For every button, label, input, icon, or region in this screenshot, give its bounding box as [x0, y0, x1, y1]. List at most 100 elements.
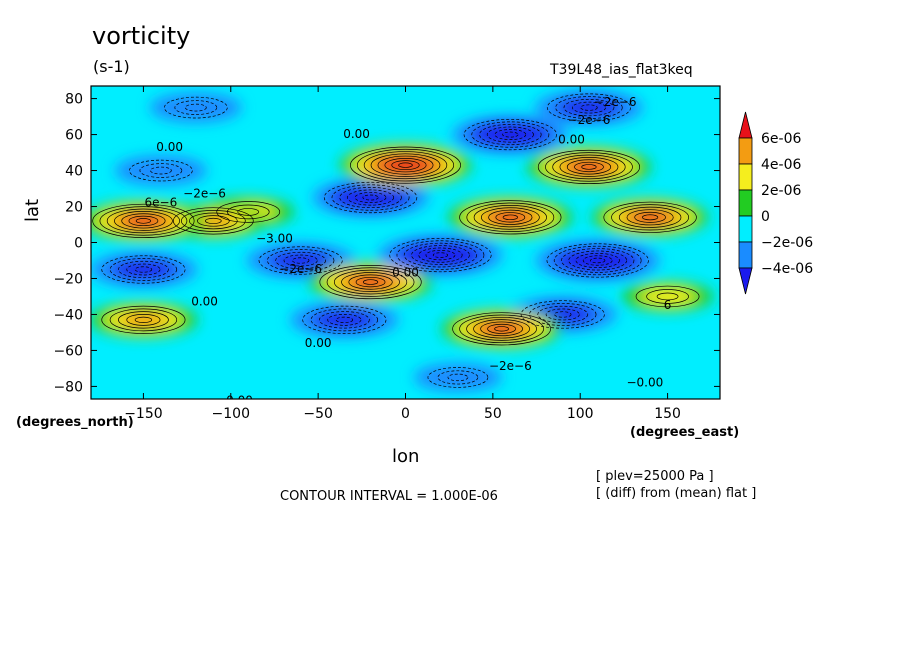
contour-line [101, 305, 186, 334]
contour-line [611, 204, 690, 231]
field-feature [555, 96, 623, 119]
contour-line [571, 101, 606, 114]
contour-line [266, 249, 335, 272]
contour-line [463, 118, 557, 151]
contour-line [495, 212, 526, 223]
contour-line [563, 98, 615, 117]
contour-line [546, 93, 631, 122]
y-axis-label: lat [22, 198, 43, 222]
contour-line [237, 208, 260, 216]
contour-line [339, 187, 402, 209]
contour-line [139, 163, 183, 178]
contour-labels: 0.00 0.00 0.00 −2e−6 6e−6 −3.00 −2e−6 0.00 0.00 0… [145, 95, 672, 407]
x-tick-label: 50 [484, 406, 502, 422]
contour-label: −2e−6 [594, 95, 637, 109]
contour-line [520, 300, 605, 329]
field-feature [149, 92, 242, 123]
field-feature [629, 210, 671, 224]
contour-line [180, 209, 246, 232]
contour-line [546, 243, 649, 278]
contour-line [487, 323, 516, 334]
contour-line [350, 146, 461, 184]
colorbar-segment [738, 241, 753, 269]
contour-label: 0.00 [191, 294, 218, 308]
y-tick-label: −40 [53, 307, 83, 323]
contour-line [258, 246, 343, 275]
contour-line [473, 319, 530, 339]
contour-line [106, 208, 181, 234]
contour-line [494, 129, 527, 141]
contour-line [341, 272, 400, 292]
contour-line [494, 326, 509, 332]
contour-line [403, 242, 478, 268]
contour-line [398, 162, 413, 168]
contour-line [553, 245, 642, 276]
contour-line [635, 285, 700, 308]
contour-line [646, 289, 689, 304]
contour-line [582, 255, 613, 266]
contour-line [502, 214, 518, 221]
contour-line [196, 215, 230, 227]
contour-line [545, 152, 633, 182]
contour-line [555, 96, 623, 119]
contour-line [479, 124, 542, 146]
contour-line [188, 212, 238, 230]
contour-label: 0.00 [392, 266, 419, 280]
contour-line [114, 211, 173, 231]
contour-line [488, 209, 533, 225]
field-feature [344, 189, 397, 206]
contour-line [537, 149, 641, 185]
contour-line [377, 155, 434, 175]
contour-line [559, 157, 619, 177]
field-feature [484, 126, 537, 143]
field-feature [412, 246, 469, 265]
contour-line [291, 257, 310, 264]
contour-line [642, 214, 659, 221]
contour-line [163, 96, 228, 119]
contour-line [355, 276, 386, 288]
annotation-diff: [ (diff) from (mean) flat ] [596, 486, 757, 501]
contour-line [302, 305, 387, 334]
contour-line [150, 166, 172, 175]
x-tick-label: −100 [212, 406, 250, 422]
contour-line [327, 314, 362, 326]
contour-line [118, 260, 169, 279]
contour-line [118, 311, 169, 329]
colorbar-segment [738, 163, 753, 191]
contour-line [109, 258, 178, 281]
contour-line [362, 194, 379, 201]
axes: −150 −100 −50 0 50 100 150 −80 −60 −40 −20 0 20 40 60 8… [53, 86, 720, 422]
contour-line [452, 312, 551, 346]
contour-label: 0.00 [558, 133, 585, 147]
colorbar-label: 6e-06 [761, 131, 801, 147]
contour-line [580, 104, 598, 111]
contour-label: −0.00 [626, 375, 663, 389]
contour-label: −2e−6 [279, 262, 322, 276]
contour-line [473, 205, 547, 230]
colorbar: 6e-06 4e-06 2e-06 0 −2e-06 −4e-06 [738, 111, 813, 295]
colorbar-segment [738, 137, 753, 165]
contour-line [109, 308, 178, 332]
contour-interval: CONTOUR INTERVAL = 1.000E-06 [280, 489, 498, 504]
contour-line [447, 373, 469, 382]
contour-field [91, 86, 720, 399]
contour-line [134, 316, 153, 323]
contour-line [335, 316, 354, 323]
contour-label: 0.00 [226, 393, 253, 407]
contour-label: 6e−6 [145, 196, 178, 210]
contour-line [537, 305, 589, 324]
contour-line [561, 248, 635, 273]
field-feature [114, 155, 207, 186]
contour-line [354, 192, 387, 203]
contour-label: −2e−6 [489, 359, 532, 373]
contour-line [126, 263, 161, 276]
contour-lines [92, 93, 700, 388]
contour-line [331, 184, 410, 211]
contour-line [502, 131, 519, 138]
y-unit-note: (degrees_north) [16, 415, 134, 430]
contour-line [566, 159, 612, 175]
contour-line [363, 151, 448, 180]
contour-line [129, 159, 193, 182]
run-id: T39L48_ias_flat3keq [550, 62, 693, 78]
contour-line [618, 206, 682, 228]
